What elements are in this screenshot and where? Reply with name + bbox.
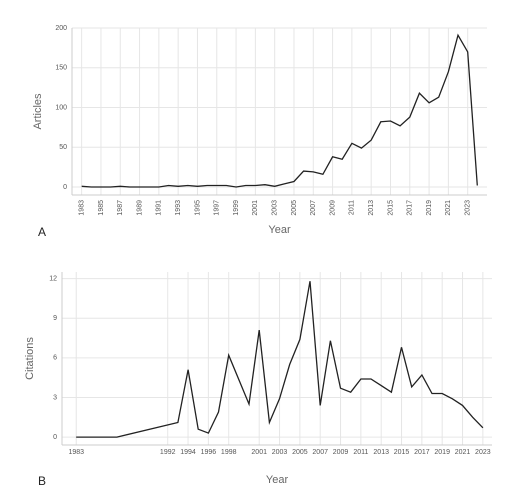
x-tick-label: 1989 [136,200,143,216]
y-tick-label: 50 [59,144,67,151]
x-tick-label: 1987 [117,200,124,216]
x-tick-label: 2007 [310,200,317,216]
y-tick-label: 0 [63,184,67,191]
x-tick-label: 2013 [368,200,375,216]
x-tick-label: 2007 [312,449,328,456]
x-tick-label: 2017 [407,200,414,216]
y-tick-label: 9 [53,315,57,322]
x-tick-label: 2005 [292,449,308,456]
x-tick-label: 2019 [426,200,433,216]
x-tick-label: 1983 [78,200,85,216]
panel-label: A [38,225,46,239]
x-tick-label: 2011 [353,449,368,456]
x-tick-label: 1999 [233,200,240,216]
y-tick-label: 3 [53,394,57,401]
x-tick-label: 2009 [329,200,336,216]
data-line [81,33,478,188]
data-line [76,281,484,438]
y-tick-label: 200 [55,25,67,32]
x-tick-label: 2003 [272,449,288,456]
y-axis-label: Citations [24,337,36,380]
x-tick-label: 1997 [214,200,221,216]
x-tick-label: 1992 [160,449,176,456]
x-tick-label: 2023 [475,449,491,456]
y-axis-label: Articles [32,93,44,130]
x-tick-label: 1994 [180,449,196,456]
x-tick-label: 2015 [387,200,394,216]
x-tick-label: 2005 [291,200,298,216]
x-axis-label: Year [268,224,291,236]
x-tick-label: 1985 [98,200,105,216]
x-tick-label: 1983 [68,449,84,456]
x-tick-label: 2013 [373,449,389,456]
y-tick-label: 6 [53,355,57,362]
x-tick-label: 2009 [333,449,349,456]
x-tick-label: 2017 [414,449,430,456]
x-tick-label: 2001 [251,449,267,456]
x-tick-label: 2023 [465,200,472,216]
y-tick-label: 150 [55,65,67,72]
x-tick-label: 2011 [349,200,356,215]
x-tick-label: 1995 [194,200,201,216]
x-axis-label: Year [266,474,289,486]
y-tick-label: 12 [49,275,57,282]
x-tick-label: 2001 [252,200,259,216]
x-tick-label: 2019 [434,449,450,456]
x-tick-label: 2021 [445,200,452,216]
y-tick-label: 100 [55,104,67,111]
x-tick-label: 2015 [394,449,410,456]
y-tick-label: 0 [53,434,57,441]
x-tick-label: 1991 [156,200,163,216]
x-tick-label: 1996 [201,449,217,456]
panel-label: B [38,474,46,488]
x-tick-label: 2003 [272,200,279,216]
x-tick-label: 2021 [455,449,471,456]
x-tick-label: 1998 [221,449,237,456]
x-tick-label: 1993 [175,200,182,216]
